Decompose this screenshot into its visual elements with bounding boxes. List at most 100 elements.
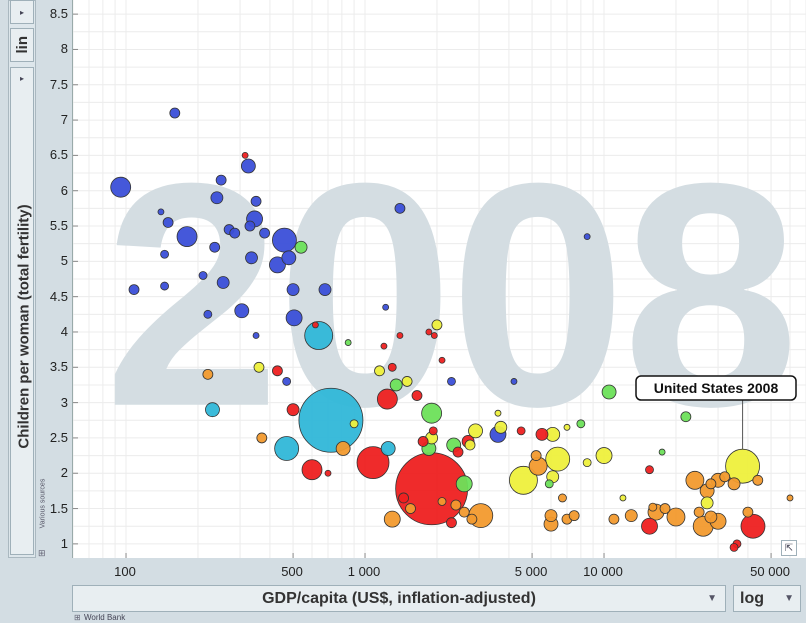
data-point [468,423,483,439]
data-point [659,503,671,514]
data-point [245,251,258,265]
data-point [110,176,132,198]
x-dropdown-arrow-icon: ▼ [707,593,717,604]
y-tick-label: 5 [60,253,68,269]
y-scale-button[interactable]: lin [10,28,34,62]
annotation-box [635,375,797,401]
y-dropdown-arrow-icon: ▸ [19,74,24,83]
data-point [210,191,224,205]
x-tick-label: 100 [114,564,136,579]
y-tick-label: 6.5 [49,147,68,163]
x-source-grid-icon: ⊞ [74,613,81,622]
x-indicator-dropdown[interactable]: GDP/capita (US$, inflation-adjusted) ▼ [72,585,726,612]
data-point [344,339,352,346]
data-point [494,409,502,417]
y-tick-label: 6 [60,182,68,198]
data-point [286,403,300,417]
data-point [349,419,359,429]
data-point [563,423,571,431]
data-point [250,195,262,207]
y-tick-label: 4 [60,323,68,339]
data-point [430,332,438,339]
y-tick-label: 5.5 [49,218,68,234]
y-tick-label: 1.5 [49,500,68,516]
data-point [641,517,658,535]
data-point [558,493,567,503]
year-watermark: 2008 [104,118,795,473]
data-point [389,378,403,392]
y-source-grid-icon: ⊞ [38,548,46,558]
data-point [727,477,741,491]
data-point [645,465,654,475]
data-point [301,459,323,481]
data-point [648,502,658,512]
data-point [411,390,423,401]
data-point [705,478,717,490]
data-point [281,250,297,266]
x-tick-label: 1 000 [347,564,381,579]
data-point [294,240,308,254]
data-point [304,321,334,350]
y-tick-label: 3.5 [49,359,68,375]
data-point [234,303,250,319]
x-source-note[interactable]: World Bank [84,613,126,622]
y-scale-collapse-button[interactable]: ▸ [10,0,34,24]
data-point [458,506,470,518]
data-point [376,388,398,410]
x-scale-button[interactable]: log ▼ [733,585,801,612]
data-point [241,151,249,159]
data-point [431,319,443,331]
data-point [494,420,508,434]
y-tick-label: 2 [60,465,68,481]
data-point [545,446,571,472]
data-point [380,441,396,456]
y-tick-label: 7.5 [49,76,68,92]
data-point [437,497,447,506]
data-point [394,202,406,214]
data-point [446,517,457,529]
data-point [269,256,286,274]
data-point [544,479,554,489]
data-point [383,510,401,528]
data-point [450,499,462,511]
data-point [272,227,297,253]
data-point [380,342,388,350]
data-point [244,220,256,232]
data-point [693,506,705,518]
data-point [312,321,319,329]
data-point [203,309,213,319]
data-point [405,503,416,514]
data-point [700,496,714,510]
data-point [396,332,404,339]
data-point [259,227,270,239]
data-point [253,361,265,373]
data-point [274,436,300,461]
data-point [229,227,241,239]
data-point [387,362,397,372]
data-point [619,494,627,502]
data-point [535,427,549,441]
data-point [719,471,731,483]
y-indicator-dropdown[interactable]: ▸ [10,67,34,555]
data-point [530,450,542,461]
data-point [198,271,208,280]
data-point [216,276,230,289]
x-tick-label: 10 000 [583,564,623,579]
data-point [395,452,469,526]
data-point [256,432,268,444]
data-point [169,107,181,119]
y-tick-label: 4.5 [49,288,68,304]
data-point [601,384,617,400]
data-point [160,249,169,259]
data-point [464,439,476,451]
data-point [447,377,456,386]
y-tick-label: 3 [60,394,68,410]
data-point [160,281,169,291]
data-point [576,419,586,429]
y-tick-label: 8 [60,41,68,57]
data-point [438,356,446,364]
y-tick-label: 2.5 [49,429,68,445]
y-tick-label: 1 [60,535,68,551]
fullscreen-icon[interactable]: ⇱ [781,540,797,556]
y-source-note[interactable]: Various sources [39,478,47,529]
